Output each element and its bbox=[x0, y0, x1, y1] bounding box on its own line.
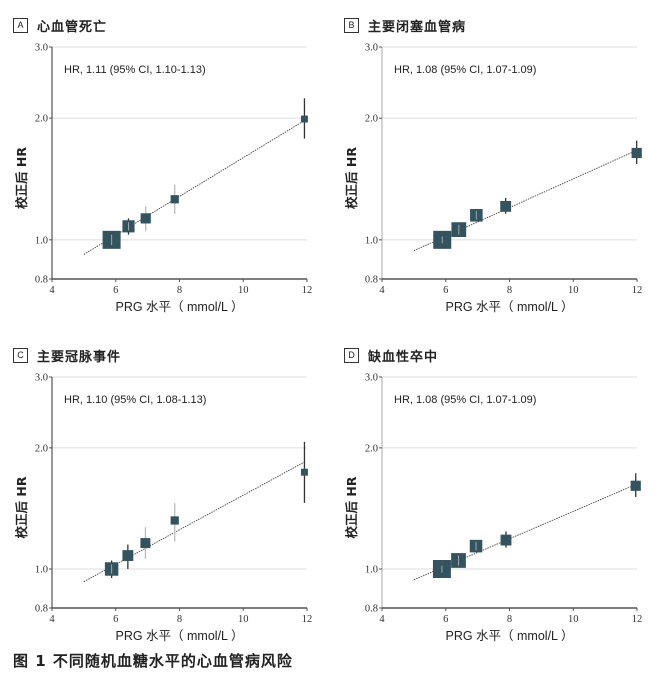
x-tick-label: 10 bbox=[238, 285, 249, 296]
hr-marker bbox=[170, 195, 179, 204]
panel-title: 主要闭塞血管病 bbox=[368, 20, 467, 35]
y-axis-label: 校正后 HR bbox=[344, 147, 359, 209]
chart-panel-a: 0.8 1.0 2.0 3.0 4 6 8 10 12 PRG 水平（ mmol/L ） 校正后 H… bbox=[14, 43, 313, 315]
hr-annotation: HR, 1.08 (95% CI, 1.07-1.09) bbox=[394, 394, 536, 406]
hr-annotation: HR, 1.08 (95% CI, 1.07-1.09) bbox=[394, 64, 536, 76]
y-tick-label: 0.8 bbox=[365, 275, 378, 286]
x-tick-label: 6 bbox=[113, 614, 118, 625]
panel-letter: B bbox=[344, 18, 359, 33]
x-axis-label: PRG 水平（ mmol/L ） bbox=[445, 300, 573, 314]
y-axis-label: 校正后 HR bbox=[14, 147, 29, 209]
chart-panel-d: 0.8 1.0 2.0 3.0 4 6 8 10 12 PRG 水平（ mmol/L ） 校正后 H… bbox=[344, 373, 643, 644]
hr-marker bbox=[630, 480, 641, 491]
y-tick-label: 3.0 bbox=[35, 43, 48, 54]
y-tick-label: 3.0 bbox=[365, 43, 378, 54]
y-tick-label: 0.8 bbox=[365, 604, 378, 615]
x-tick-label: 6 bbox=[443, 614, 448, 625]
y-tick-label: 1.0 bbox=[35, 565, 48, 576]
y-tick-label: 0.8 bbox=[35, 604, 48, 615]
panel-d: 0.8 1.0 2.0 3.0 4 6 8 10 12 PRG 水平（ mmol/L ） 校正后 H… bbox=[333, 330, 666, 660]
y-axis-label: 校正后 HR bbox=[344, 476, 359, 538]
x-axis-label: PRG 水平（ mmol/L ） bbox=[115, 300, 243, 314]
x-tick-label: 8 bbox=[177, 285, 182, 296]
x-tick-label: 10 bbox=[568, 614, 579, 625]
panel-title: 缺血性卒中 bbox=[368, 350, 439, 365]
figure-caption: 图 1 不同随机血糖水平的心血管病风险 bbox=[13, 652, 293, 670]
panel-letter: C bbox=[13, 348, 28, 363]
hr-annotation: HR, 1.11 (95% CI, 1.10-1.13) bbox=[64, 64, 206, 76]
y-tick-label: 2.0 bbox=[365, 114, 378, 125]
panel-header: C 主要冠脉事件 bbox=[13, 346, 121, 365]
panel-title: 主要冠脉事件 bbox=[37, 350, 122, 365]
panel-header: B 主要闭塞血管病 bbox=[344, 16, 466, 35]
x-tick-label: 10 bbox=[568, 285, 579, 296]
y-axis-label: 校正后 HR bbox=[14, 476, 29, 538]
panel-letter: D bbox=[344, 348, 359, 363]
y-tick-label: 2.0 bbox=[35, 443, 48, 454]
hr-marker bbox=[140, 538, 151, 549]
x-tick-label: 12 bbox=[632, 285, 643, 296]
hr-marker bbox=[631, 147, 642, 159]
hr-marker bbox=[170, 516, 179, 525]
chart-panel-c: 0.8 1.0 2.0 3.0 4 6 8 10 12 PRG 水平（ mmol/L ） 校正后 H… bbox=[14, 373, 313, 644]
panel-title: 心血管死亡 bbox=[37, 20, 108, 35]
hr-marker bbox=[500, 200, 512, 212]
panel-header: A 心血管死亡 bbox=[13, 16, 107, 35]
y-tick-label: 1.0 bbox=[35, 235, 48, 246]
x-tick-label: 8 bbox=[177, 614, 182, 625]
hr-marker bbox=[500, 534, 512, 546]
chart-panel-b: 0.8 1.0 2.0 3.0 4 6 8 10 12 PRG 水平（ mmol/L ） 校正后 H… bbox=[344, 43, 643, 315]
y-tick-label: 2.0 bbox=[365, 443, 378, 454]
x-tick-label: 6 bbox=[443, 285, 448, 296]
hr-marker bbox=[140, 213, 151, 224]
hr-annotation: HR, 1.10 (95% CI, 1.08-1.13) bbox=[64, 394, 206, 406]
x-tick-label: 4 bbox=[379, 285, 385, 296]
panel-a: 0.8 1.0 2.0 3.0 4 6 8 10 12 PRG 水平（ mmol/L ） 校正后 H… bbox=[0, 0, 333, 330]
panel-header: D 缺血性卒中 bbox=[344, 346, 438, 365]
x-axis-label: PRG 水平（ mmol/L ） bbox=[445, 629, 573, 643]
x-tick-label: 12 bbox=[302, 285, 313, 296]
y-tick-label: 2.0 bbox=[35, 114, 48, 125]
x-tick-label: 12 bbox=[632, 614, 643, 625]
hr-marker bbox=[122, 550, 134, 561]
x-axis-label: PRG 水平（ mmol/L ） bbox=[115, 629, 243, 643]
y-tick-label: 3.0 bbox=[365, 373, 378, 384]
trend-line bbox=[83, 119, 306, 255]
y-tick-label: 1.0 bbox=[365, 565, 378, 576]
x-tick-label: 4 bbox=[49, 285, 55, 296]
y-tick-label: 0.8 bbox=[35, 275, 48, 286]
x-tick-label: 8 bbox=[507, 614, 512, 625]
panel-c: 0.8 1.0 2.0 3.0 4 6 8 10 12 PRG 水平（ mmol/L ） 校正后 H… bbox=[0, 330, 333, 660]
x-tick-label: 6 bbox=[113, 285, 118, 296]
trend-line bbox=[83, 461, 306, 583]
hr-marker bbox=[300, 468, 308, 476]
x-tick-label: 10 bbox=[238, 614, 249, 625]
x-tick-label: 8 bbox=[507, 285, 512, 296]
panel-b: 0.8 1.0 2.0 3.0 4 6 8 10 12 PRG 水平（ mmol/L ） 校正后 H… bbox=[333, 0, 666, 330]
panel-letter: A bbox=[13, 18, 28, 33]
x-tick-label: 12 bbox=[302, 614, 313, 625]
y-tick-label: 1.0 bbox=[365, 235, 378, 246]
x-tick-label: 4 bbox=[49, 614, 55, 625]
y-tick-label: 3.0 bbox=[35, 373, 48, 384]
hr-marker bbox=[300, 115, 308, 123]
x-tick-label: 4 bbox=[379, 614, 385, 625]
